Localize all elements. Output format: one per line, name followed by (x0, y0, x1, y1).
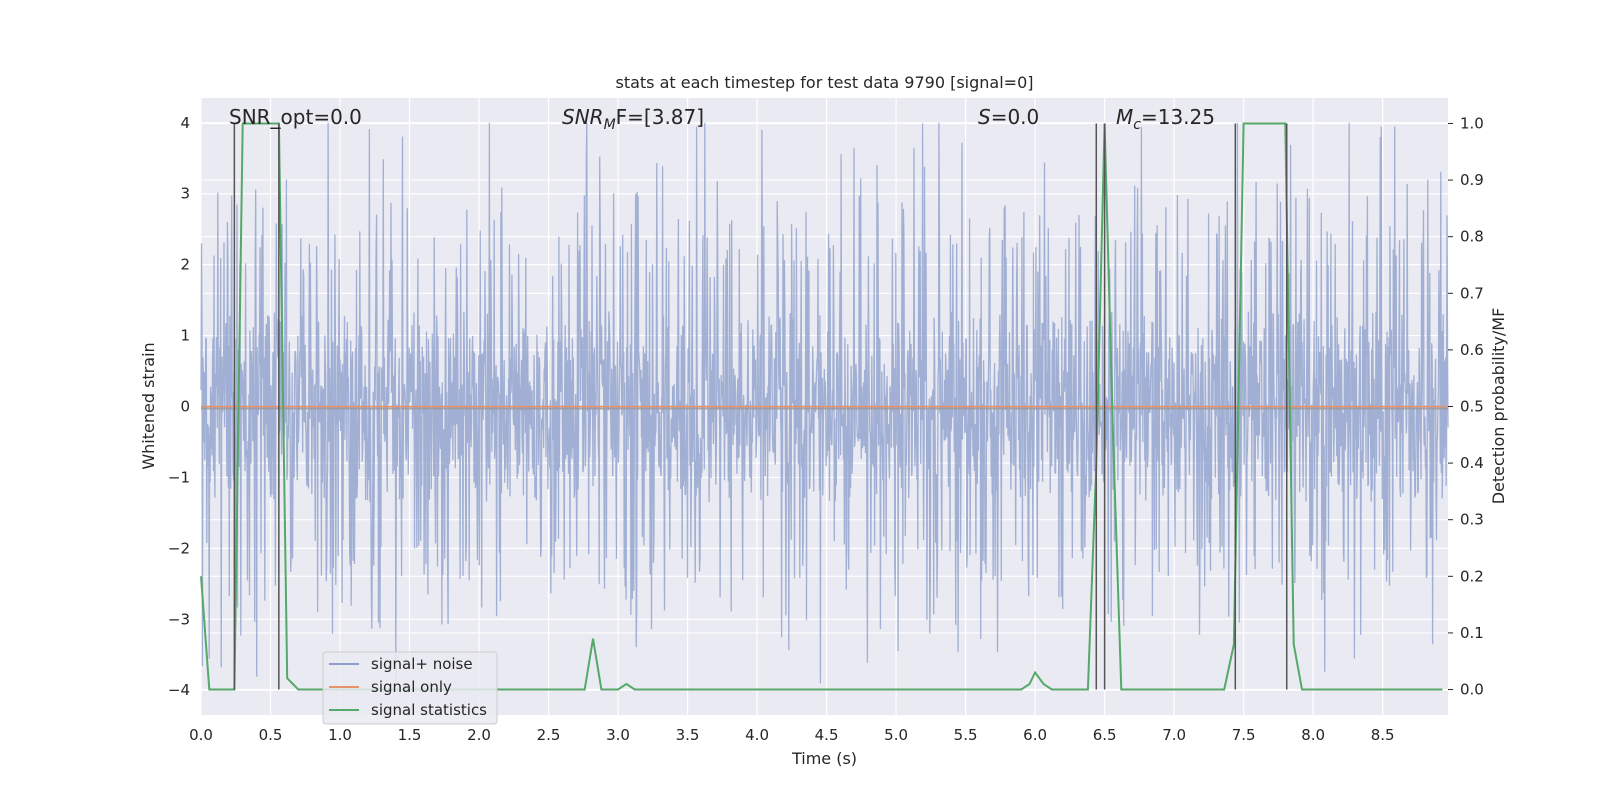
x-tick-label: 8.5 (1371, 726, 1395, 744)
y-right-axis-label: Detection probability/MF (1489, 308, 1508, 505)
x-tick-label: 2.0 (467, 726, 491, 744)
y-left-axis-label: Whitened strain (139, 342, 158, 469)
x-tick-label: 2.5 (537, 726, 561, 744)
vertical-markers (233, 123, 1288, 690)
x-tick-label: 1.0 (328, 726, 352, 744)
x-tick-label: 3.5 (676, 726, 700, 744)
annotation-s-rest: =0.0 (991, 105, 1040, 129)
y-right-tick-label: 0.6 (1460, 341, 1484, 359)
x-tick-label: 6.5 (1093, 726, 1117, 744)
y-left-tick-label: 4 (180, 114, 190, 132)
x-tick-label: 4.0 (745, 726, 769, 744)
annotation-snr-mf: SNRMF=[3.87] (562, 105, 704, 133)
y-right-tick-label: 0.1 (1460, 624, 1484, 642)
y-left-tick-label: −3 (168, 610, 190, 628)
y-left-tick-label: −2 (168, 539, 190, 557)
y-right-tick-label: 0.8 (1460, 228, 1484, 246)
legend-label-statistics: signal statistics (371, 701, 487, 719)
x-axis-ticks: 0.0 0.5 1.0 1.5 2.0 2.5 3.0 3.5 4.0 4.5 5.0 5.5 6.0 6… (189, 726, 1395, 744)
y-right-tick-label: 0.5 (1460, 398, 1484, 416)
signal-only-series (201, 405, 1448, 410)
y-left-tick-label: 1 (180, 327, 190, 345)
annotation-snr-mf-main: SNR (562, 105, 604, 129)
x-tick-label: 8.0 (1301, 726, 1325, 744)
y-left-tick-label: 2 (180, 256, 190, 274)
annotation-snr-opt: SNR_opt=0.0 (229, 105, 362, 129)
x-tick-label: 7.0 (1162, 726, 1186, 744)
legend: signal+ noise signal only signal statist… (322, 651, 498, 725)
y-right-tick-label: 0.9 (1460, 171, 1484, 189)
x-tick-label: 1.5 (398, 726, 422, 744)
y-left-tick-label: 3 (180, 185, 190, 203)
y-left-tick-label: −1 (168, 468, 190, 486)
signal-statistics-series (200, 122, 1443, 691)
x-tick-label: 4.5 (815, 726, 839, 744)
annotation-mc-sub: c (1133, 117, 1141, 133)
x-tick-label: 0.0 (189, 726, 213, 744)
legend-label-signal: signal only (371, 678, 452, 696)
x-axis-label: Time (s) (791, 749, 857, 768)
x-tick-label: 3.0 (606, 726, 630, 744)
x-tick-label: 6.0 (1023, 726, 1047, 744)
legend-box (322, 651, 498, 725)
chart-title: stats at each timestep for test data 979… (615, 73, 1033, 92)
x-tick-label: 5.5 (954, 726, 978, 744)
x-tick-label: 7.5 (1232, 726, 1256, 744)
y-left-tick-label: −4 (168, 681, 190, 699)
annotation-s-main: S (978, 105, 991, 129)
y-right-tick-label: 1.0 (1460, 114, 1484, 132)
y-left-tick-label: 0 (180, 398, 190, 416)
annotation-snr-mf-rest: F=[3.87] (616, 105, 704, 129)
y-right-axis-ticks: 0.0 0.1 0.2 0.3 0.4 0.5 0.6 0.7 0.8 0.9 1.0 (1448, 114, 1484, 699)
legend-label-noise: signal+ noise (371, 655, 473, 673)
y-right-tick-label: 0.2 (1460, 567, 1484, 585)
x-tick-label: 0.5 (259, 726, 283, 744)
y-right-tick-label: 0.0 (1460, 681, 1484, 699)
y-left-axis-ticks: −4 −3 −2 −1 0 1 2 3 4 (168, 114, 190, 699)
y-right-tick-label: 0.7 (1460, 284, 1484, 302)
y-right-tick-label: 0.4 (1460, 454, 1484, 472)
y-right-tick-label: 0.3 (1460, 511, 1484, 529)
annotation-s: S=0.0 (978, 105, 1039, 129)
x-tick-label: 5.0 (884, 726, 908, 744)
annotation-mc-main: M (1116, 105, 1133, 129)
annotation-snr-mf-sub: M (604, 117, 616, 133)
annotation-mc: Mc=13.25 (1116, 105, 1215, 133)
series-signal-statistics-line (200, 122, 1443, 691)
annotation-mc-rest: =13.25 (1141, 105, 1215, 129)
